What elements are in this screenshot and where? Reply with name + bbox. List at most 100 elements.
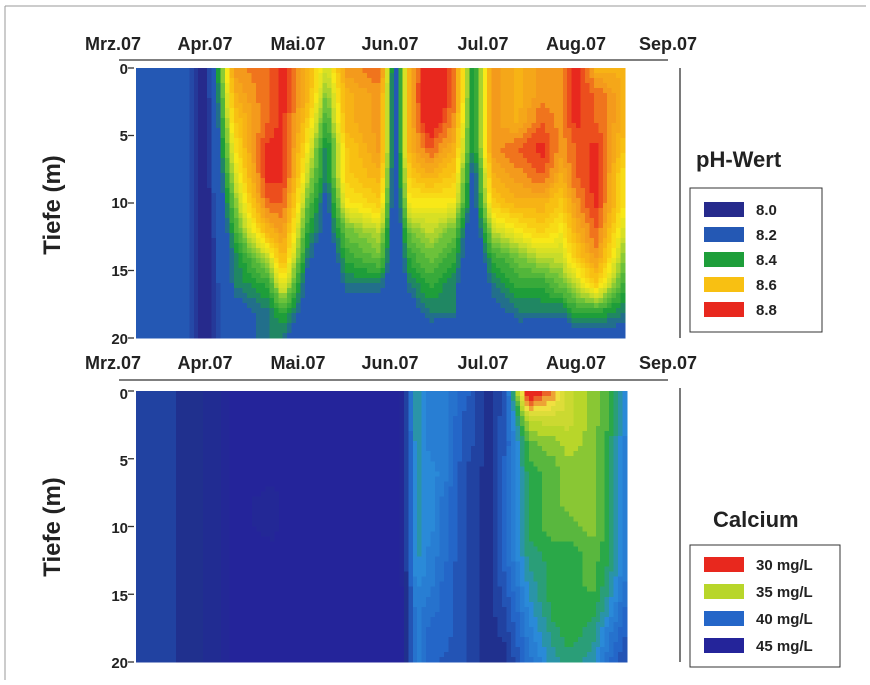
ph-cell bbox=[496, 278, 502, 284]
ph-cell bbox=[140, 263, 146, 269]
ph-cell bbox=[482, 113, 488, 119]
ph-cell bbox=[469, 78, 475, 84]
ph-cell bbox=[509, 148, 515, 154]
ph-cell bbox=[318, 123, 324, 129]
ph-cell bbox=[273, 68, 279, 74]
ph-cell bbox=[304, 208, 310, 214]
ph-cell bbox=[167, 133, 173, 139]
ph-cell bbox=[353, 163, 359, 169]
ph-cell bbox=[193, 258, 199, 264]
ph-cell bbox=[487, 123, 493, 129]
ph-cell bbox=[522, 263, 528, 269]
ph-cell bbox=[167, 93, 173, 99]
ph-cell bbox=[216, 88, 222, 94]
ph-cell bbox=[300, 238, 306, 244]
ph-cell bbox=[607, 213, 613, 219]
ph-cell bbox=[460, 193, 466, 199]
ph-cell bbox=[144, 253, 150, 259]
ph-cell bbox=[544, 113, 551, 119]
ph-cell bbox=[282, 223, 288, 229]
ph-cell bbox=[576, 188, 582, 194]
ph-cell bbox=[393, 253, 399, 259]
ph-cell bbox=[291, 108, 297, 114]
ph-cell bbox=[531, 78, 537, 84]
ph-cell bbox=[371, 113, 377, 119]
ph-cell bbox=[384, 278, 390, 284]
ph-cell bbox=[367, 248, 373, 254]
ph-cell bbox=[442, 78, 448, 84]
ph-cell bbox=[571, 248, 577, 254]
ph-cell bbox=[451, 133, 457, 139]
ph-cell bbox=[256, 228, 262, 234]
ph-cell bbox=[229, 198, 235, 204]
ph-cell bbox=[273, 133, 279, 139]
ph-cell bbox=[287, 138, 293, 144]
ph-cell bbox=[167, 258, 173, 264]
ph-cell bbox=[251, 193, 257, 199]
ph-cell bbox=[393, 113, 399, 119]
ph-cell bbox=[527, 133, 533, 139]
ph-cell bbox=[584, 213, 591, 219]
ph-cell bbox=[500, 288, 506, 294]
ph-cell bbox=[167, 103, 173, 109]
ph-cell bbox=[269, 173, 275, 179]
ph-cell bbox=[238, 78, 244, 84]
ph-cell bbox=[553, 98, 559, 104]
ph-cell bbox=[411, 68, 417, 74]
ph-cell bbox=[304, 98, 310, 104]
ph-cell bbox=[447, 98, 453, 104]
ph-cell bbox=[256, 143, 262, 149]
ph-cell bbox=[198, 223, 204, 229]
ph-cell bbox=[487, 228, 493, 234]
ph-cell bbox=[256, 88, 262, 94]
ph-cell bbox=[482, 123, 488, 129]
ph-cell bbox=[527, 138, 533, 144]
ph-cell bbox=[202, 213, 208, 219]
ph-cell bbox=[247, 158, 253, 164]
ph-cell bbox=[171, 233, 177, 239]
ph-cell bbox=[193, 233, 199, 239]
ph-cell bbox=[438, 278, 444, 284]
ph-cell bbox=[536, 133, 542, 139]
ph-cell bbox=[260, 258, 266, 264]
ph-cell bbox=[620, 173, 626, 179]
ph-cell bbox=[224, 293, 230, 299]
ph-cell bbox=[202, 258, 208, 264]
ph-cell bbox=[447, 133, 453, 139]
ph-cell bbox=[167, 223, 173, 229]
ph-cell bbox=[340, 278, 346, 284]
ph-cell bbox=[389, 213, 395, 219]
ph-cell bbox=[269, 293, 275, 299]
ph-cell bbox=[211, 123, 217, 129]
ph-cell bbox=[309, 173, 315, 179]
ph-cell bbox=[291, 218, 297, 224]
ph-cell bbox=[424, 218, 430, 224]
ph-cell bbox=[513, 203, 519, 209]
ph-cell bbox=[180, 83, 186, 89]
ph-cell bbox=[282, 118, 288, 124]
ph-cell bbox=[456, 78, 462, 84]
ph-cell bbox=[269, 278, 275, 284]
ph-cell bbox=[291, 288, 297, 294]
ph-cell bbox=[340, 238, 346, 244]
ph-cell bbox=[291, 113, 297, 119]
ph-cell bbox=[140, 168, 146, 174]
ph-cell bbox=[509, 128, 515, 134]
ph-cell bbox=[256, 218, 262, 224]
ph-cell bbox=[513, 283, 519, 289]
ph-cell bbox=[576, 113, 582, 119]
ph-cell bbox=[407, 73, 413, 79]
ph-cell bbox=[367, 148, 373, 154]
ph-cell bbox=[140, 88, 146, 94]
ph-cell bbox=[558, 163, 564, 169]
ph-cell bbox=[389, 183, 395, 189]
ph-cell bbox=[136, 93, 142, 99]
ph-cell bbox=[398, 88, 404, 94]
ph-cell bbox=[531, 228, 537, 234]
ph-cell bbox=[153, 223, 159, 229]
ph-cell bbox=[309, 73, 315, 79]
ph-cell bbox=[576, 258, 582, 264]
ph-cell bbox=[593, 263, 599, 269]
ph-cell bbox=[473, 213, 479, 219]
ph-cell bbox=[469, 158, 475, 164]
